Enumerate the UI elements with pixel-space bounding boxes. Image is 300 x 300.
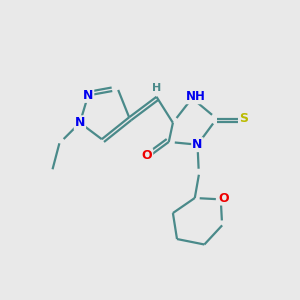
Text: S: S bbox=[239, 112, 248, 125]
Text: O: O bbox=[219, 191, 230, 205]
Text: N: N bbox=[75, 116, 85, 129]
Text: H: H bbox=[152, 83, 161, 93]
Text: O: O bbox=[142, 149, 152, 162]
Text: N: N bbox=[83, 89, 93, 102]
Text: NH: NH bbox=[185, 90, 205, 103]
Text: N: N bbox=[192, 138, 203, 151]
